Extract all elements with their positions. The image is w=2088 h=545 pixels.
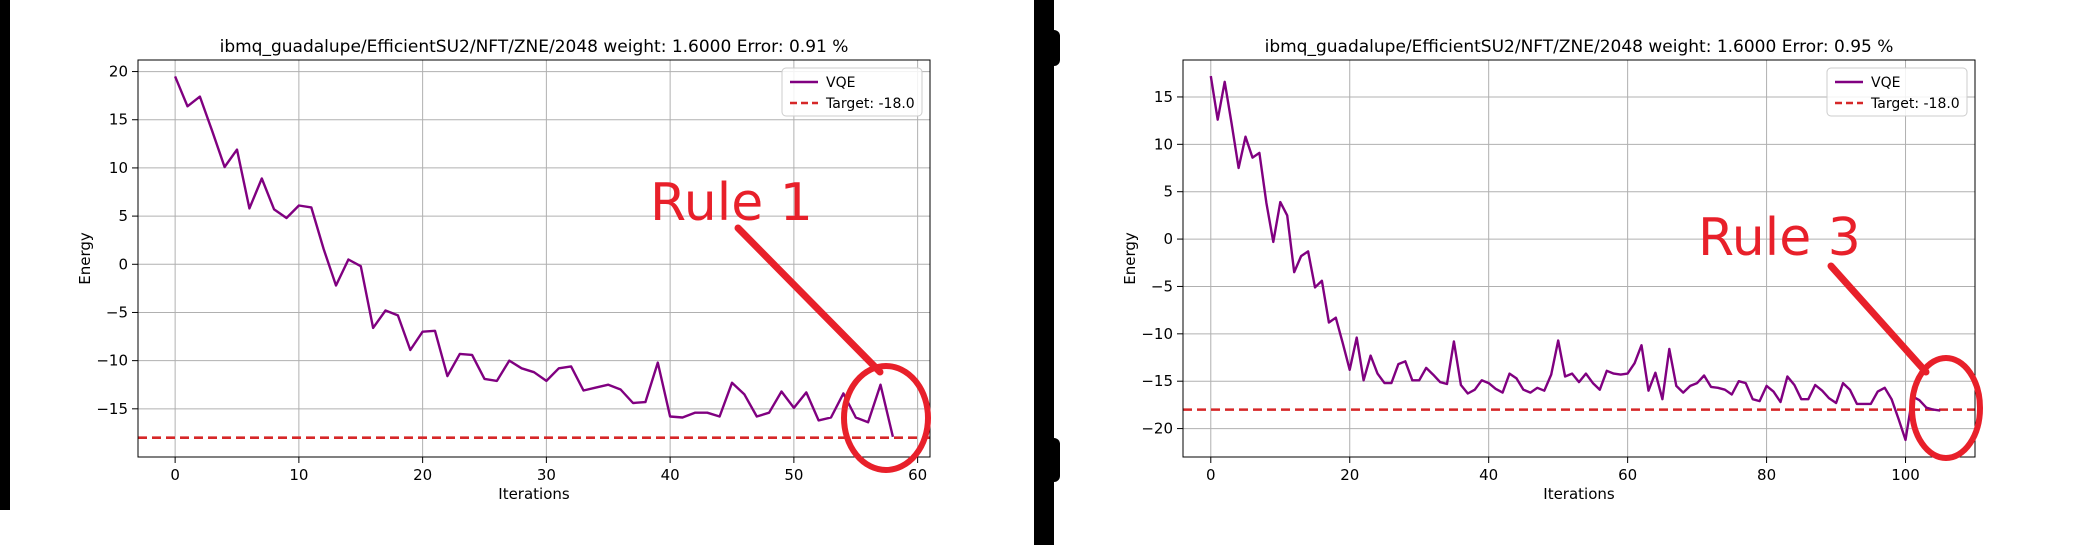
x-tick-label: 20 <box>1340 466 1359 484</box>
x-tick-label: 10 <box>289 466 308 484</box>
y-tick-label: 5 <box>118 207 128 225</box>
legend-label-vqe: VQE <box>1871 75 1900 91</box>
x-tick-label: 60 <box>1618 466 1637 484</box>
chart-panel-left: 0 10 20 30 40 50 60 −15 −10 −5 0 5 10 15 20 ibmq_guadal… <box>0 0 1034 545</box>
y-tick-label: −15 <box>96 400 128 418</box>
divider-notch-top <box>1054 30 1060 66</box>
y-tick-label: 10 <box>109 159 128 177</box>
x-tick-label: 40 <box>661 466 680 484</box>
plot-frame <box>1182 59 1976 458</box>
y-tick-label: −5 <box>106 303 128 321</box>
x-tick-label: 20 <box>413 466 432 484</box>
legend-label-target: Target: -18.0 <box>1870 96 1960 112</box>
annotation-label: Rule 1 <box>650 173 813 233</box>
x-tick-label: 30 <box>537 466 556 484</box>
x-tick-label: 100 <box>1891 466 1920 484</box>
x-tick-label: 50 <box>784 466 803 484</box>
annotation-arrow-line <box>1827 262 1930 376</box>
divider-notch-bottom <box>1054 438 1060 482</box>
x-tick-label: 40 <box>1479 466 1498 484</box>
annotation-label: Rule 3 <box>1698 208 1861 268</box>
y-axis-label: Energy <box>76 232 94 285</box>
chart-title: ibmq_guadalupe/EfficientSU2/NFT/ZNE/2048… <box>1265 37 1894 57</box>
x-tick-label: 0 <box>1206 466 1216 484</box>
x-tick-label: 0 <box>170 466 180 484</box>
plot-frame <box>137 59 931 458</box>
annotation-arrow-line <box>734 224 884 376</box>
y-axis-label: Energy <box>1121 232 1139 285</box>
y-tick-label: 0 <box>1163 230 1173 248</box>
legend-label-vqe: VQE <box>826 75 855 91</box>
y-tick-label: −20 <box>1141 420 1173 438</box>
y-tick-label: 15 <box>1154 88 1173 106</box>
y-tick-label: −5 <box>1151 277 1173 295</box>
y-tick-label: 10 <box>1154 135 1173 153</box>
y-tick-label: 15 <box>109 111 128 129</box>
left-edge-bar <box>0 0 10 510</box>
x-tick-label: 80 <box>1757 466 1776 484</box>
legend-label-target: Target: -18.0 <box>825 96 915 112</box>
y-tick-label: −10 <box>96 352 128 370</box>
chart-title: ibmq_guadalupe/EfficientSU2/NFT/ZNE/2048… <box>220 37 849 57</box>
x-axis-label: Iterations <box>498 485 570 503</box>
divider-bar <box>1034 0 1054 545</box>
y-tick-label: 20 <box>109 63 128 81</box>
annotation-circle <box>1909 355 1983 461</box>
chart-left-svg: 0 10 20 30 40 50 60 −15 −10 −5 0 5 10 15 20 ibmq_guadal… <box>76 37 931 503</box>
vqe-series-line <box>1209 75 1941 442</box>
y-tick-label: 5 <box>1163 183 1173 201</box>
y-tick-label: −15 <box>1141 372 1173 390</box>
y-tick-label: −10 <box>1141 325 1173 343</box>
annotation-circle <box>841 363 931 473</box>
chart-panel-right: 0 20 40 60 80 100 −20 −15 −10 −5 0 5 10 15 ibmq_guadal… <box>1034 0 2088 545</box>
vqe-series-line <box>173 75 895 438</box>
x-tick-label: 60 <box>908 466 927 484</box>
y-tick-label: 0 <box>118 255 128 273</box>
x-axis-label: Iterations <box>1543 485 1615 503</box>
chart-right-svg: 0 20 40 60 80 100 −20 −15 −10 −5 0 5 10 15 ibmq_guadal… <box>1121 37 1983 503</box>
